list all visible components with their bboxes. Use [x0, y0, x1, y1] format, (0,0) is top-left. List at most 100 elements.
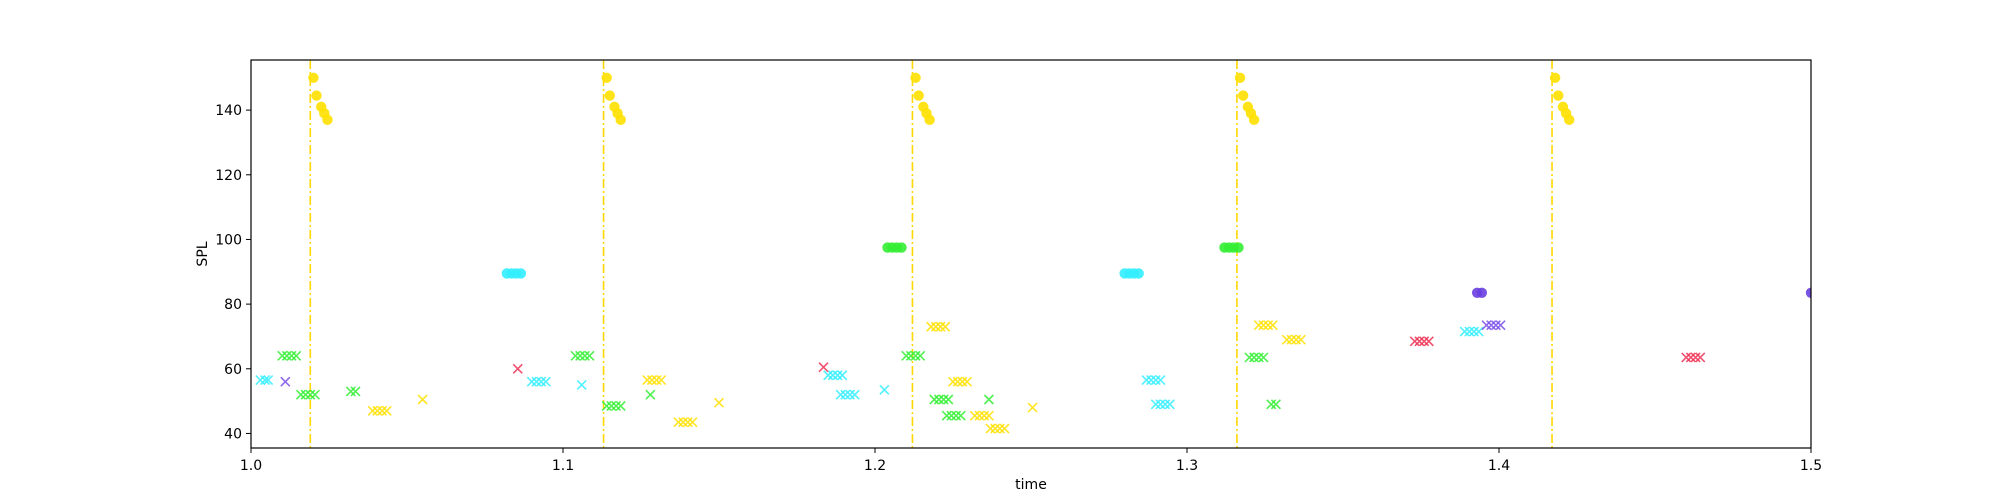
data-point [601, 72, 612, 83]
y-tick-label: 40 [224, 426, 242, 442]
data-point [1476, 287, 1488, 298]
data-point [277, 350, 288, 361]
data-point [940, 321, 951, 332]
data-point [1237, 90, 1249, 101]
data-point [1233, 242, 1244, 253]
data-point [512, 363, 523, 374]
data-points [255, 72, 1811, 434]
data-point [286, 350, 297, 361]
data-point [1495, 320, 1506, 331]
data-point [985, 423, 996, 434]
y-tick-label: 60 [224, 362, 242, 378]
data-point [646, 375, 657, 386]
data-point [576, 379, 587, 391]
data-point [1248, 114, 1260, 126]
data-point [678, 417, 689, 428]
data-point [938, 394, 949, 405]
data-point [947, 376, 959, 387]
data-point [1459, 326, 1470, 337]
data-point [933, 394, 945, 405]
data-point [1155, 375, 1166, 386]
data-point [979, 410, 990, 421]
y-tick-label: 120 [215, 168, 242, 184]
reference-lines [309, 60, 1553, 448]
data-point [656, 375, 667, 386]
data-point [840, 389, 851, 400]
data-point [604, 90, 615, 101]
data-point [849, 389, 860, 400]
data-point [935, 321, 946, 332]
data-point [924, 114, 935, 126]
data-point [300, 389, 311, 400]
data-point [1234, 72, 1246, 83]
data-point [901, 350, 912, 361]
data-point [570, 350, 581, 361]
data-point [1490, 320, 1501, 331]
data-point [1468, 326, 1480, 337]
data-point [818, 362, 829, 373]
data-point [1805, 287, 1811, 298]
data-point [905, 350, 916, 361]
data-point [1266, 399, 1277, 410]
data-point [1291, 334, 1302, 345]
data-point [961, 376, 973, 387]
data-point [910, 350, 921, 361]
data-point [999, 423, 1010, 434]
data-point [610, 400, 622, 412]
data-point [1249, 352, 1260, 363]
data-point [952, 376, 963, 387]
data-point [983, 410, 994, 421]
data-point [1681, 352, 1692, 363]
data-point [969, 410, 980, 421]
data-point [994, 423, 1005, 434]
data-point [311, 90, 322, 101]
x-axis: 1.0 1.1 1.2 1.3 1.4 1.5 [240, 448, 1822, 474]
data-point [1258, 320, 1269, 331]
data-point [879, 384, 890, 395]
data-point [1464, 326, 1475, 337]
data-point [281, 350, 292, 361]
data-point [913, 90, 924, 101]
data-point [575, 350, 586, 361]
y-tick-label: 100 [215, 232, 242, 248]
data-point [376, 405, 388, 416]
data-point [990, 423, 1001, 434]
x-tick-label: 1.3 [1176, 458, 1198, 474]
x-axis-label: time [1015, 477, 1047, 493]
data-point [531, 376, 542, 387]
data-point [844, 389, 856, 400]
data-point [823, 370, 834, 381]
data-point [1150, 399, 1161, 410]
data-point [1286, 334, 1297, 345]
data-point [1419, 336, 1430, 347]
data-point [367, 405, 378, 416]
data-point [259, 375, 271, 386]
data-point [515, 268, 527, 279]
data-point [827, 370, 838, 381]
data-point [295, 389, 306, 400]
x-tick-label: 1.4 [1488, 458, 1510, 474]
y-tick-label: 80 [224, 297, 242, 313]
data-point [930, 321, 941, 332]
data-point [291, 350, 302, 361]
data-point [1253, 320, 1264, 331]
data-point [910, 72, 921, 83]
data-point [615, 114, 626, 126]
data-point [381, 405, 392, 416]
data-point [1027, 402, 1038, 413]
data-point [579, 350, 590, 361]
data-point [943, 394, 954, 405]
data-point [1133, 268, 1144, 279]
data-point [835, 389, 846, 400]
data-point [974, 410, 985, 421]
data-point [929, 394, 940, 405]
data-point [915, 350, 926, 361]
data-point [1564, 114, 1575, 126]
data-point [615, 400, 626, 412]
x-tick-label: 1.5 [1800, 458, 1822, 474]
data-point [682, 417, 693, 428]
data-point [584, 350, 595, 361]
data-point [372, 405, 383, 416]
data-point [1414, 336, 1425, 347]
